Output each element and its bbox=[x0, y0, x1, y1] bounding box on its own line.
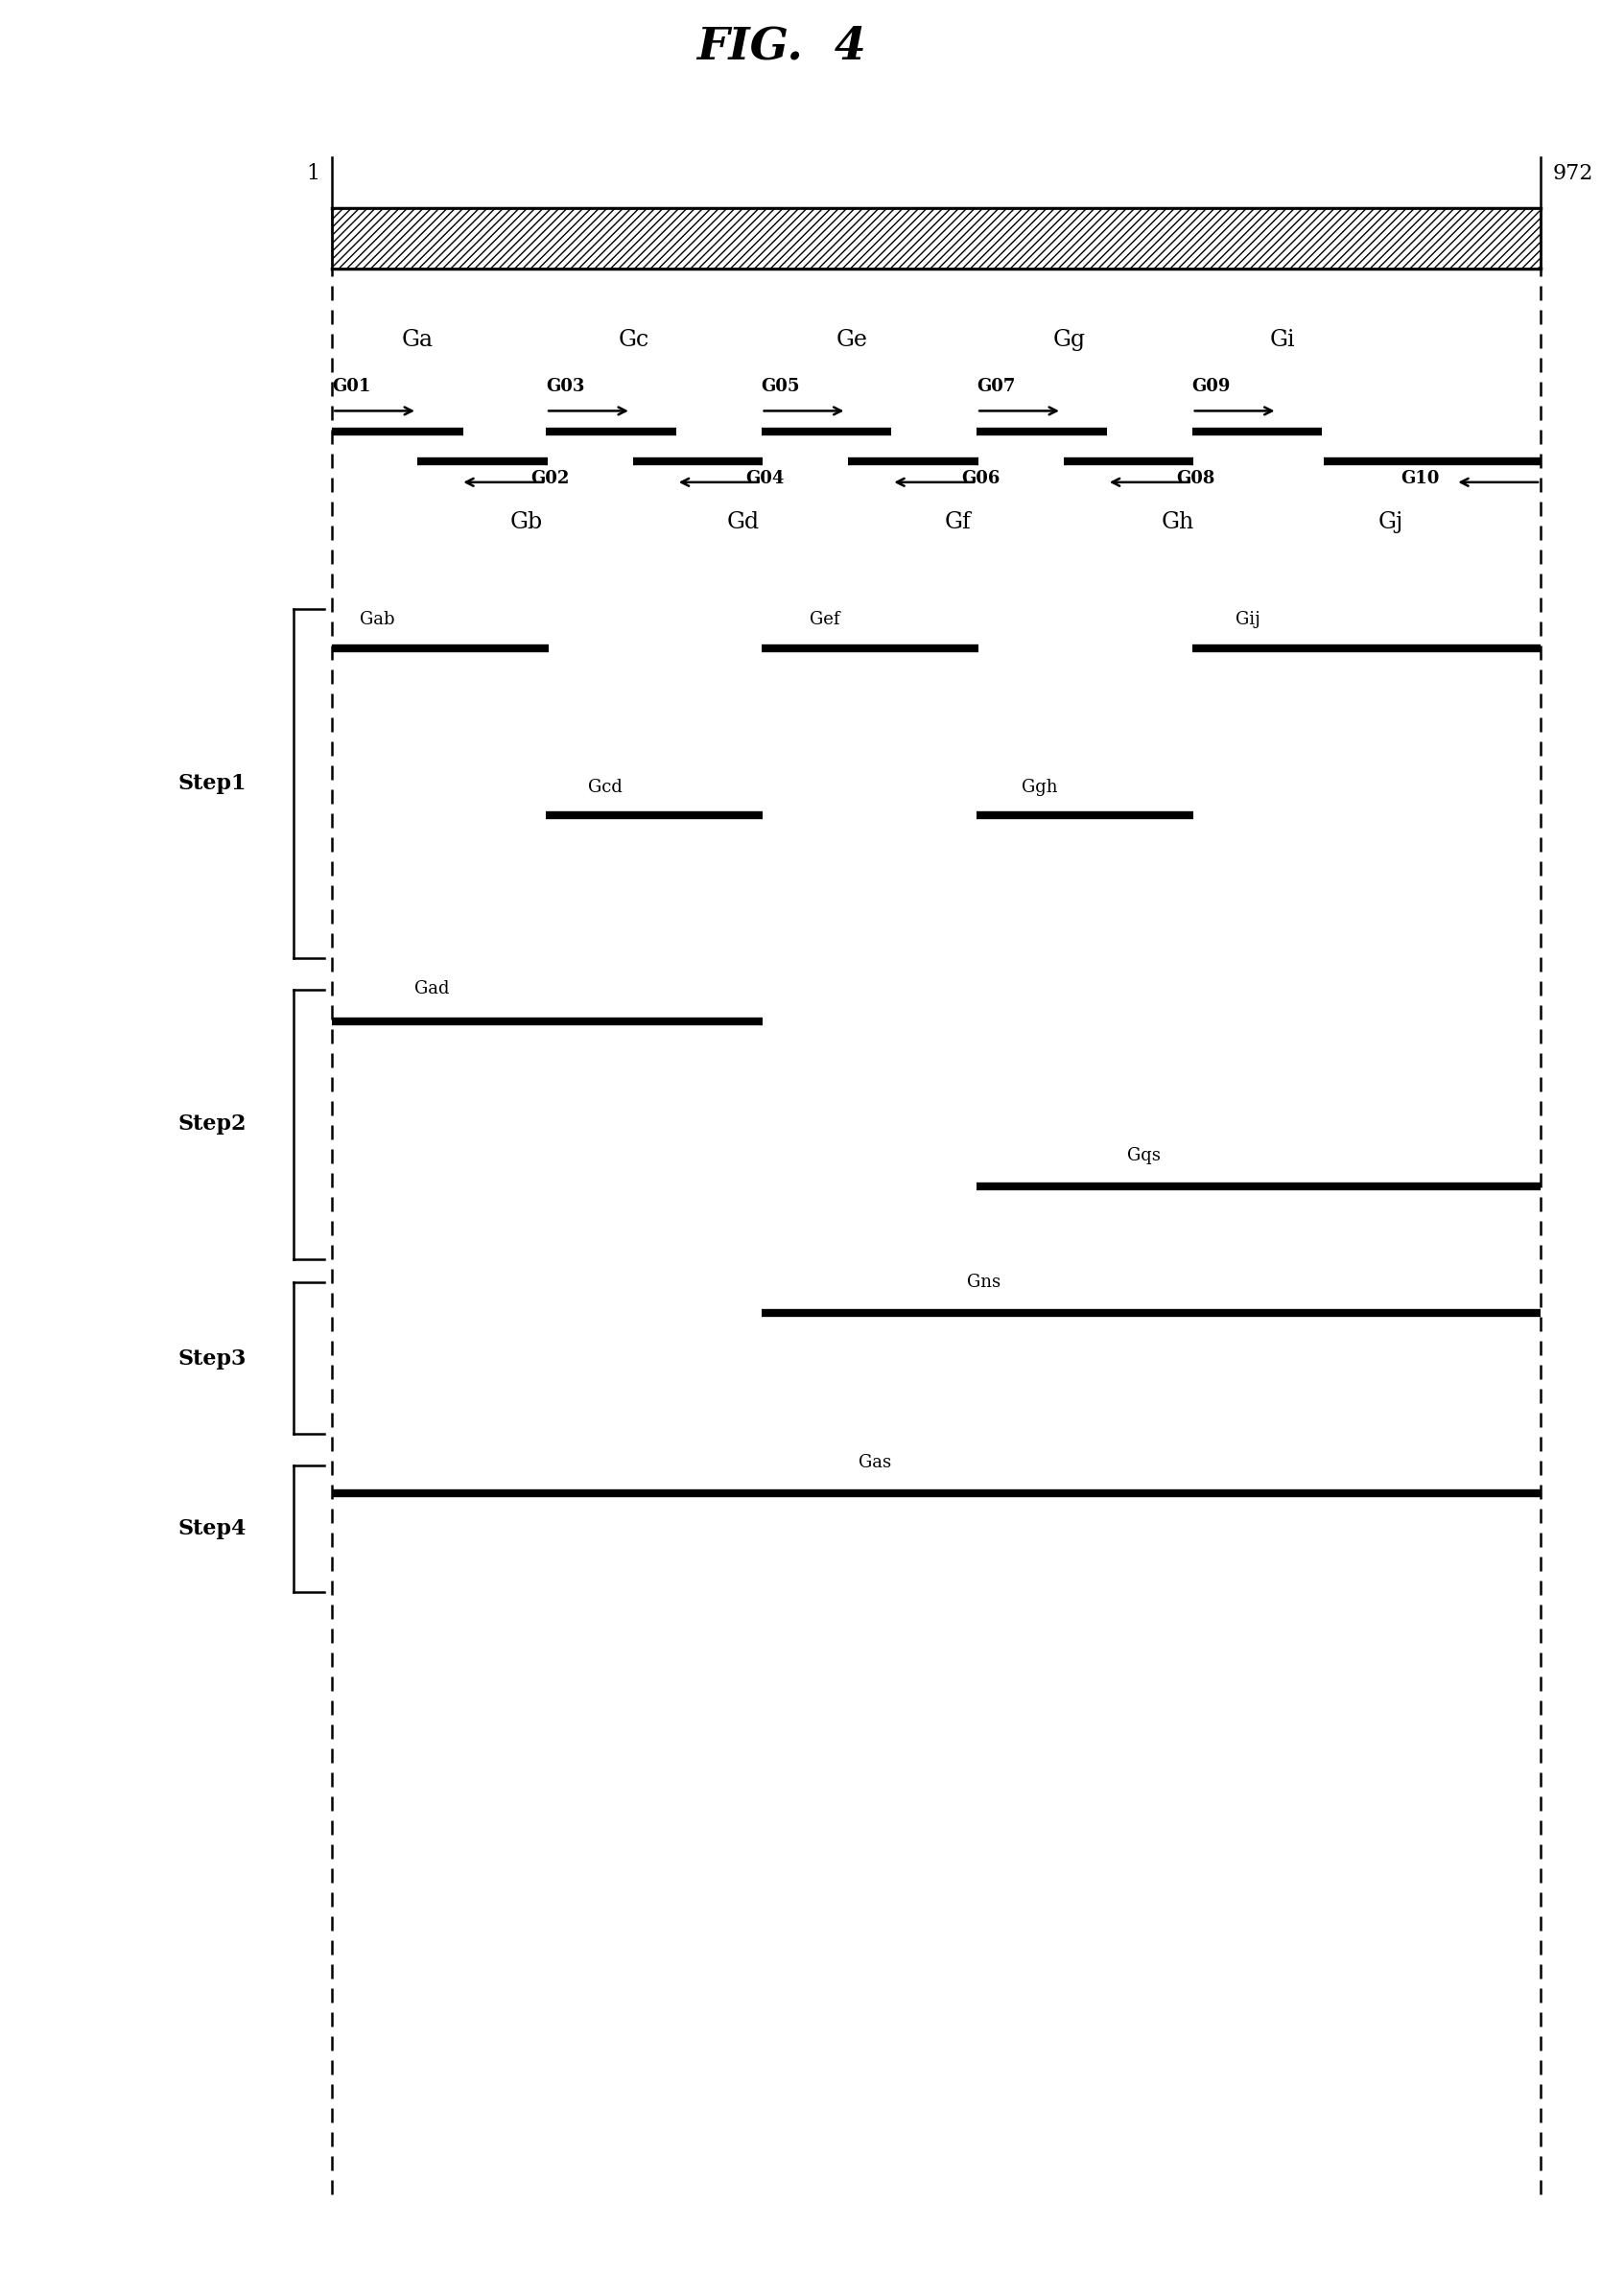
Text: Gcd: Gcd bbox=[588, 778, 623, 797]
Text: Step4: Step4 bbox=[178, 1518, 247, 1538]
Text: Gqs: Gqs bbox=[1127, 1146, 1161, 1164]
Text: Step3: Step3 bbox=[178, 1348, 247, 1368]
Text: Gd: Gd bbox=[727, 510, 760, 533]
Text: G05: G05 bbox=[760, 379, 800, 395]
Text: Gi: Gi bbox=[1270, 328, 1295, 351]
Text: G03: G03 bbox=[546, 379, 584, 395]
Text: G02: G02 bbox=[530, 471, 568, 487]
Text: G09: G09 bbox=[1193, 379, 1231, 395]
Text: Ggh: Ggh bbox=[1021, 778, 1058, 797]
Text: G01: G01 bbox=[331, 379, 371, 395]
Text: G06: G06 bbox=[961, 471, 1001, 487]
Text: Step2: Step2 bbox=[178, 1114, 247, 1134]
Text: G10: G10 bbox=[1401, 471, 1439, 487]
Text: G04: G04 bbox=[746, 471, 784, 487]
Text: 1: 1 bbox=[306, 163, 320, 184]
Text: Gb: Gb bbox=[511, 510, 543, 533]
Text: Ga: Ga bbox=[402, 328, 434, 351]
Bar bbox=[331, 209, 1540, 269]
Text: Gef: Gef bbox=[810, 611, 839, 629]
Text: Gns: Gns bbox=[967, 1274, 1001, 1290]
Text: Gh: Gh bbox=[1161, 510, 1194, 533]
Text: 972: 972 bbox=[1553, 163, 1593, 184]
Text: Ge: Ge bbox=[836, 328, 868, 351]
Text: Gc: Gc bbox=[618, 328, 650, 351]
Text: Gab: Gab bbox=[360, 611, 395, 629]
Text: Gj: Gj bbox=[1378, 510, 1404, 533]
Text: Gg: Gg bbox=[1052, 328, 1085, 351]
Text: FIG.  4: FIG. 4 bbox=[696, 25, 866, 69]
Text: G07: G07 bbox=[977, 379, 1015, 395]
Text: G08: G08 bbox=[1177, 471, 1215, 487]
Text: Gf: Gf bbox=[945, 510, 970, 533]
Text: Step1: Step1 bbox=[178, 774, 247, 794]
Text: Gij: Gij bbox=[1236, 611, 1260, 629]
Text: Gas: Gas bbox=[858, 1453, 892, 1472]
Text: Gad: Gad bbox=[415, 980, 450, 996]
